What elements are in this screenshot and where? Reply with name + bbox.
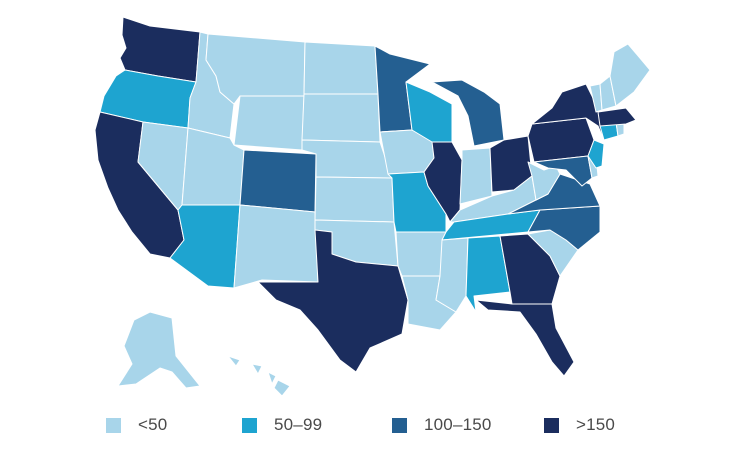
state-hawaii	[227, 355, 291, 397]
state-south-dakota	[301, 93, 381, 143]
state-illinois	[423, 141, 463, 223]
state-maine	[609, 43, 651, 107]
state-arizona	[169, 204, 241, 289]
state-indiana	[459, 147, 493, 205]
legend-label-gt150: >150	[576, 415, 616, 434]
legend-swatch-gt150	[544, 417, 559, 433]
legend-item-gt150: >150	[544, 410, 615, 440]
legend-label-lt50: <50	[138, 415, 168, 434]
state-new-jersey	[587, 139, 605, 169]
legend-item-100-150: 100–150	[392, 410, 492, 440]
legend-swatch-50-99	[242, 417, 257, 433]
legend-swatch-100-150	[392, 417, 407, 433]
us-states-map	[94, 16, 651, 397]
state-north-dakota	[303, 41, 379, 95]
state-alaska	[117, 311, 201, 389]
legend-label-50-99: 50–99	[274, 415, 323, 434]
state-pennsylvania	[527, 117, 595, 163]
state-wyoming	[233, 95, 305, 151]
legend-item-lt50: <50	[106, 410, 167, 440]
legend-swatch-lt50	[106, 417, 121, 433]
state-texas	[257, 229, 409, 373]
state-west-virginia	[527, 161, 561, 201]
state-massachusetts	[597, 107, 637, 127]
state-new-mexico	[233, 204, 319, 289]
legend: <50 50–99 100–150 >150	[0, 410, 740, 440]
legend-item-50-99: 50–99	[242, 410, 322, 440]
state-kansas	[314, 176, 395, 223]
state-arkansas	[395, 231, 447, 277]
state-nebraska	[301, 139, 393, 179]
state-colorado	[239, 149, 317, 213]
legend-label-100-150: 100–150	[424, 415, 492, 434]
state-florida	[475, 299, 575, 377]
